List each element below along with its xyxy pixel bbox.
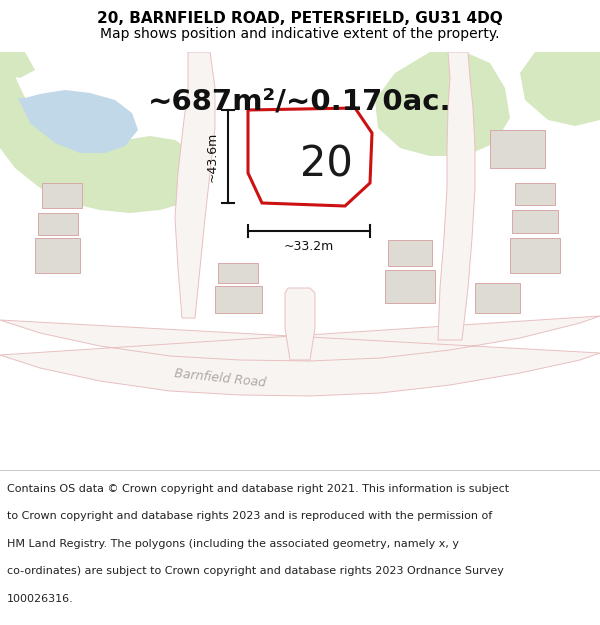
Text: HM Land Registry. The polygons (including the associated geometry, namely x, y: HM Land Registry. The polygons (includin… <box>7 539 459 549</box>
Polygon shape <box>0 52 35 78</box>
Polygon shape <box>0 52 205 213</box>
Polygon shape <box>438 52 475 340</box>
Polygon shape <box>248 108 372 206</box>
Text: Map shows position and indicative extent of the property.: Map shows position and indicative extent… <box>100 26 500 41</box>
Text: 20: 20 <box>300 143 353 186</box>
Polygon shape <box>0 316 600 396</box>
Polygon shape <box>38 213 78 235</box>
Polygon shape <box>18 90 138 153</box>
Polygon shape <box>520 52 600 126</box>
Text: 100026316.: 100026316. <box>7 594 74 604</box>
Polygon shape <box>215 286 262 313</box>
Text: co-ordinates) are subject to Crown copyright and database rights 2023 Ordnance S: co-ordinates) are subject to Crown copyr… <box>7 566 504 576</box>
Polygon shape <box>285 288 315 360</box>
Polygon shape <box>475 283 520 313</box>
Text: Barnfield Road: Barnfield Road <box>173 367 266 389</box>
Polygon shape <box>42 183 82 208</box>
Polygon shape <box>388 240 432 266</box>
Polygon shape <box>510 238 560 273</box>
Polygon shape <box>175 52 215 318</box>
Text: ~33.2m: ~33.2m <box>284 241 334 254</box>
Polygon shape <box>218 263 258 283</box>
Text: to Crown copyright and database rights 2023 and is reproduced with the permissio: to Crown copyright and database rights 2… <box>7 511 493 521</box>
Text: 20, BARNFIELD ROAD, PETERSFIELD, GU31 4DQ: 20, BARNFIELD ROAD, PETERSFIELD, GU31 4D… <box>97 11 503 26</box>
Text: ~43.6m: ~43.6m <box>205 131 218 182</box>
Polygon shape <box>385 270 435 303</box>
Polygon shape <box>35 238 80 273</box>
Polygon shape <box>512 210 558 233</box>
Text: Contains OS data © Crown copyright and database right 2021. This information is : Contains OS data © Crown copyright and d… <box>7 484 509 494</box>
Polygon shape <box>490 130 545 168</box>
Text: ~687m²/~0.170ac.: ~687m²/~0.170ac. <box>148 88 452 116</box>
Polygon shape <box>375 52 510 156</box>
Polygon shape <box>515 183 555 205</box>
